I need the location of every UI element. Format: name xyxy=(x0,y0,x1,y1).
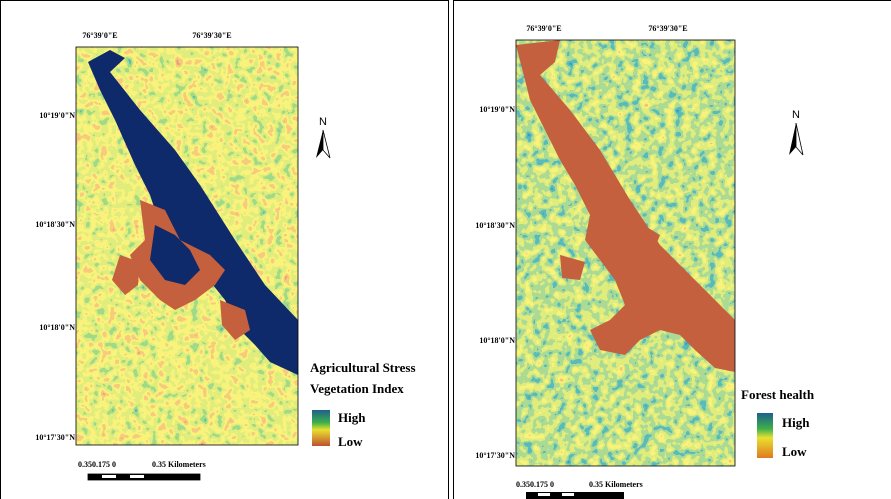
lat-label: 10°18'0"N xyxy=(479,336,515,345)
scale-label: 0.350.175 0 xyxy=(516,480,554,489)
legend-high: High xyxy=(338,410,366,425)
lat-label: 10°17'30"N xyxy=(35,433,75,442)
scale-label: 0.35 Kilometers xyxy=(152,460,206,469)
north-label: N xyxy=(319,116,327,128)
legend-title: Vegetation Index xyxy=(310,381,404,396)
lon-label: 76°39'0"E xyxy=(82,31,117,40)
lat-label: 10°19'0"N xyxy=(479,105,515,114)
scale-label: 0.350.175 0 xyxy=(78,460,116,469)
lon-label: 76°39'30"E xyxy=(192,31,231,40)
lat-label: 10°18'0"N xyxy=(39,323,75,332)
scale-bar xyxy=(526,492,624,499)
legend-low: Low xyxy=(782,444,807,459)
legend-title: Forest health xyxy=(741,387,815,402)
north-arrow xyxy=(796,123,803,155)
scale-bar xyxy=(88,474,200,480)
legend-high: High xyxy=(782,415,810,430)
lat-label: 10°17'30"N xyxy=(475,451,515,460)
legend-low: Low xyxy=(338,434,363,449)
figure: 76°39'0"E 76°39'30"E 10°19'0"N 10°18'30"… xyxy=(0,0,891,499)
north-arrow xyxy=(323,130,330,158)
lon-label: 76°39'30"E xyxy=(648,24,687,33)
north-arrow xyxy=(789,123,796,155)
legend-ramp xyxy=(312,410,330,446)
lat-label: 10°18'30"N xyxy=(35,220,75,229)
legend-title: Agricultural Stress xyxy=(310,360,416,375)
lat-label: 10°18'30"N xyxy=(475,221,515,230)
scale-label: 0.35 Kilometers xyxy=(589,480,643,489)
lat-label: 10°19'0"N xyxy=(39,111,75,120)
north-arrow xyxy=(316,130,323,158)
lon-label: 76°39'0"E xyxy=(526,24,561,33)
legend-ramp xyxy=(757,413,773,458)
north-label: N xyxy=(792,109,800,121)
